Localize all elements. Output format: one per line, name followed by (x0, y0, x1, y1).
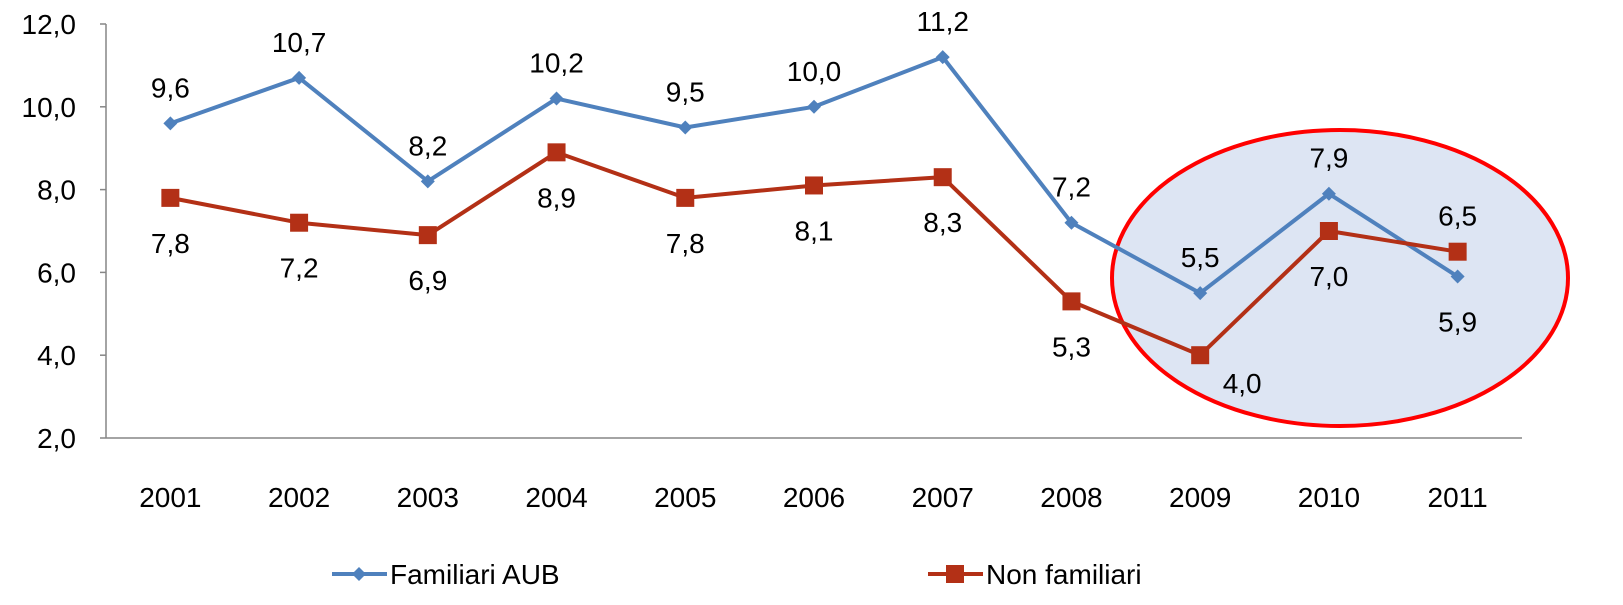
data-point (547, 143, 566, 162)
x-tick-label: 2001 (139, 482, 201, 513)
data-label: 9,6 (151, 72, 190, 103)
data-label: 8,1 (795, 215, 834, 246)
data-label: 8,3 (923, 207, 962, 238)
data-point (1450, 269, 1465, 284)
data-label: 7,8 (151, 228, 190, 259)
data-point (290, 213, 309, 232)
data-label: 7,9 (1309, 143, 1348, 174)
x-tick-label: 2006 (783, 482, 845, 513)
data-point (163, 116, 178, 131)
y-tick-label: 12,0 (22, 9, 77, 40)
data-label: 7,8 (666, 228, 705, 259)
data-label: 11,2 (917, 6, 969, 37)
data-point (1321, 186, 1336, 201)
axes: 2,0 4,0 6,0 8,0 10,0 12,0 2001 2002 2003 2004 2005… (22, 9, 1522, 513)
data-point (1319, 222, 1338, 240)
data-label: 7,2 (1052, 172, 1091, 203)
series (161, 50, 1467, 365)
data-label: 7,0 (1309, 261, 1348, 292)
data-label: 7,2 (280, 253, 319, 284)
data-point (805, 176, 823, 195)
highlight-ellipse-layer (1110, 128, 1570, 428)
x-tick-label: 2009 (1169, 482, 1231, 513)
data-point (292, 70, 307, 85)
highlight-ellipse (1110, 128, 1570, 428)
data-point (418, 226, 437, 245)
x-tick-label: 2011 (1428, 482, 1488, 513)
data-point (935, 50, 950, 65)
y-tick-label: 10,0 (22, 92, 77, 123)
legend-label: Familiari AUB (390, 559, 560, 590)
data-label: 5,5 (1181, 242, 1220, 273)
y-tick-label: 8,0 (37, 175, 76, 206)
data-label: 4,0 (1223, 368, 1262, 399)
x-tick-label: 2003 (397, 482, 459, 513)
data-label: 6,9 (408, 265, 447, 296)
data-point (933, 168, 952, 187)
data-label: 10,2 (529, 48, 584, 79)
data-labels: 9,6 10,7 8,2 10,2 9,5 10,0 11,2 7,2 5,5 7,9 5,9 7,8… (151, 6, 1477, 399)
data-point (161, 188, 180, 207)
data-point (549, 91, 564, 106)
x-tick-label: 2005 (654, 482, 716, 513)
x-tick-label: 2008 (1040, 482, 1102, 513)
data-point (1193, 286, 1208, 301)
data-point (420, 174, 435, 189)
data-point (676, 188, 695, 207)
data-point (807, 99, 821, 114)
data-label: 8,9 (537, 182, 576, 213)
data-label: 9,5 (666, 77, 705, 108)
data-label: 5,3 (1052, 331, 1091, 362)
data-point (1062, 292, 1081, 311)
legend: Familiari AUB Non familiari (332, 559, 1142, 590)
legend-marker (352, 567, 366, 581)
legend-marker (946, 565, 964, 583)
data-label: 5,9 (1438, 307, 1477, 338)
x-tick-label: 2007 (912, 482, 974, 513)
x-tick-label: 2004 (525, 482, 587, 513)
x-tick-label: 2002 (268, 482, 330, 513)
y-tick-label: 4,0 (37, 340, 76, 371)
y-tick-label: 2,0 (37, 423, 76, 454)
x-tick-label: 2010 (1298, 482, 1360, 513)
data-label: 6,5 (1438, 201, 1477, 232)
data-label: 10,7 (272, 27, 327, 58)
legend-label: Non familiari (986, 559, 1142, 590)
y-tick-label: 6,0 (37, 257, 76, 288)
data-point (678, 120, 693, 135)
data-label: 10,0 (787, 56, 842, 87)
data-point (1448, 242, 1467, 261)
data-label: 8,2 (408, 130, 447, 161)
data-point (1191, 346, 1210, 365)
data-point (1064, 215, 1079, 230)
